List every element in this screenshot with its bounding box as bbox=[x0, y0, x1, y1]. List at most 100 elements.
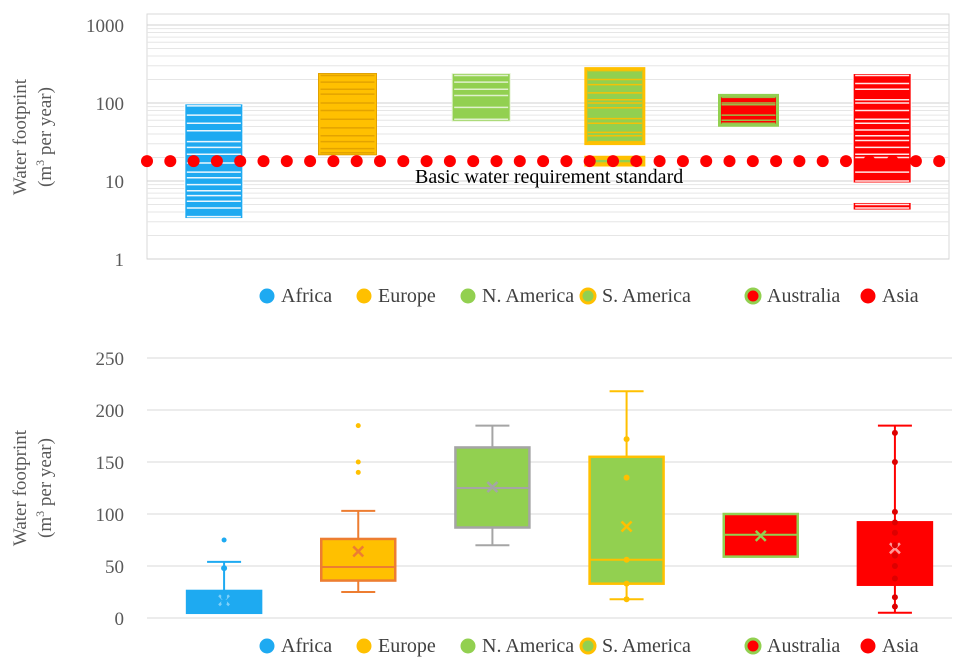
legend-item-n-america: N. America bbox=[460, 285, 574, 307]
box-europe bbox=[320, 537, 397, 582]
legend-item-africa: Africa bbox=[259, 285, 332, 307]
top-gridlines bbox=[147, 24, 949, 260]
legend-marker-asia bbox=[860, 288, 876, 304]
legend-marker-europe bbox=[356, 288, 372, 304]
data-point-africa bbox=[221, 565, 228, 572]
legend-marker-asia bbox=[860, 638, 876, 654]
data-point-asia bbox=[891, 575, 898, 582]
legend-label-asia: Asia bbox=[882, 635, 919, 657]
legend-marker-australia bbox=[744, 637, 762, 655]
data-point-asia bbox=[891, 563, 898, 569]
outlier-point-europe bbox=[355, 459, 361, 465]
bottom-y-tick-label: 200 bbox=[96, 401, 125, 422]
reference-dot bbox=[420, 155, 433, 168]
bottom-y-axis-title: Water footprint bbox=[10, 429, 31, 546]
data-point-s-america bbox=[623, 556, 630, 563]
data-point-s-america bbox=[623, 580, 630, 587]
legend-marker-australia bbox=[744, 287, 762, 305]
bottom-box-series bbox=[185, 390, 934, 615]
legend-label-africa: Africa bbox=[281, 285, 332, 307]
data-point-asia bbox=[891, 429, 898, 436]
top-y-axis-unit: (m3 per year) bbox=[33, 87, 56, 187]
top-y-tick-label: 100 bbox=[96, 94, 125, 115]
legend-label-europe: Europe bbox=[378, 635, 436, 657]
bottom-box-n-america bbox=[454, 424, 531, 547]
reference-dot bbox=[770, 155, 783, 168]
legend-marker-s-america bbox=[579, 287, 597, 305]
reference-dot bbox=[187, 155, 200, 168]
reference-dot bbox=[443, 155, 456, 168]
legend-label-europe: Europe bbox=[378, 285, 436, 307]
bottom-y-tick-label: 100 bbox=[96, 505, 125, 526]
bottom-y-tick-label: 250 bbox=[96, 349, 125, 370]
reference-line-label: Basic water requirement standard bbox=[415, 166, 683, 188]
top-band-s-america bbox=[584, 67, 646, 146]
bottom-box-asia bbox=[856, 424, 934, 614]
legend-marker-n-america bbox=[460, 638, 476, 654]
bottom-y-axis-unit: (m3 per year) bbox=[33, 438, 56, 538]
legend-marker-n-america bbox=[460, 288, 476, 304]
top-y-tick-label: 10 bbox=[105, 172, 124, 193]
reference-dot bbox=[327, 155, 340, 168]
data-point-africa bbox=[221, 594, 228, 601]
data-point-asia bbox=[891, 552, 898, 559]
legend-item-africa: Africa bbox=[259, 635, 332, 657]
top-y-axis-label: Water footprint (m3 per year) bbox=[10, 78, 56, 195]
reference-dot bbox=[816, 155, 829, 168]
legend-item-australia: Australia bbox=[744, 285, 840, 307]
bottom-linear-box-chart: 0 50 100 150 200 250 Water footprint (m3 per … bbox=[10, 349, 952, 657]
outlier-point-africa bbox=[221, 537, 227, 543]
legend-item-europe: Europe bbox=[356, 285, 436, 307]
reference-dot bbox=[863, 155, 876, 168]
legend-label-australia: Australia bbox=[767, 285, 840, 307]
reference-dot bbox=[513, 155, 526, 168]
legend-marker-europe bbox=[356, 638, 372, 654]
reference-dot bbox=[746, 155, 759, 168]
legend-item-s-america: S. America bbox=[579, 635, 691, 657]
reference-dot bbox=[653, 155, 666, 168]
top-box-australia bbox=[718, 93, 779, 127]
top-band-asia bbox=[852, 73, 912, 184]
legend-item-n-america: N. America bbox=[460, 635, 574, 657]
mean-marker-australia bbox=[754, 529, 767, 542]
legend-item-australia: Australia bbox=[744, 635, 840, 657]
reference-dot bbox=[909, 155, 922, 168]
reference-dot bbox=[630, 155, 643, 168]
top-y-tick-label: 1 bbox=[115, 250, 125, 271]
reference-dot bbox=[676, 155, 689, 168]
legend-label-s-america: S. America bbox=[602, 285, 691, 307]
reference-dot bbox=[583, 155, 596, 168]
reference-dot bbox=[886, 155, 899, 168]
reference-dot bbox=[467, 155, 480, 168]
reference-line bbox=[141, 155, 946, 168]
reference-dot bbox=[490, 155, 503, 168]
legend-label-asia: Asia bbox=[882, 285, 919, 307]
reference-dot bbox=[210, 155, 223, 168]
data-point-s-america bbox=[623, 596, 630, 603]
outlier-point-europe bbox=[355, 469, 361, 475]
top-box-asia bbox=[852, 73, 912, 211]
legend-label-africa: Africa bbox=[281, 635, 332, 657]
data-point-asia bbox=[891, 542, 898, 549]
mean-marker-europe bbox=[352, 545, 365, 558]
reference-dot bbox=[700, 155, 713, 168]
reference-dot bbox=[164, 155, 177, 168]
bottom-y-axis-label: Water footprint (m3 per year) bbox=[10, 429, 56, 546]
top-box-n-america bbox=[451, 73, 511, 122]
mean-marker-s-america bbox=[620, 520, 633, 533]
reference-dot bbox=[537, 155, 550, 168]
legend-marker-africa bbox=[259, 288, 275, 304]
legend-item-europe: Europe bbox=[356, 635, 436, 657]
legend-marker-africa bbox=[259, 638, 275, 654]
data-point-asia bbox=[891, 603, 898, 610]
bottom-legend: Africa Europe N. America S. America Australi… bbox=[259, 635, 919, 657]
bottom-box-australia bbox=[722, 512, 799, 558]
outlier-point-europe bbox=[355, 423, 361, 429]
bottom-box-s-america bbox=[588, 390, 665, 603]
top-box-series bbox=[184, 67, 912, 220]
data-point-asia bbox=[891, 459, 898, 465]
legend-item-asia: Asia bbox=[860, 285, 919, 307]
legend-label-australia: Australia bbox=[767, 635, 840, 657]
reference-dot bbox=[560, 155, 573, 168]
data-point-asia bbox=[891, 519, 898, 526]
